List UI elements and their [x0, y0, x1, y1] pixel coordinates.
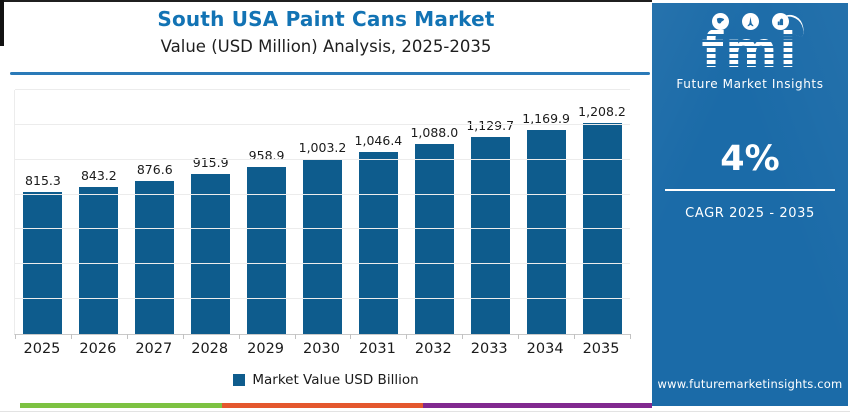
landmark-globe-icon — [771, 13, 789, 30]
bar-slot-2030: 1,003.2 — [295, 90, 351, 334]
bar-value-label: 1,208.2 — [578, 104, 626, 120]
fmi-logo-subtext: Future Market Insights — [676, 77, 824, 91]
footer-color-strip — [20, 403, 652, 408]
year-label-2033: 2033 — [470, 341, 508, 357]
bar-value-label: 1,129.7 — [466, 118, 515, 134]
gridline — [15, 298, 630, 300]
brand-panel: fmi Future Market Insights 4% CAGR 2025 … — [652, 3, 848, 406]
bar-value-label: 958.9 — [248, 147, 285, 163]
bar-slot-2027: 876.6 — [127, 90, 183, 334]
axis-tick — [406, 334, 408, 339]
axis-tick — [238, 334, 240, 339]
panel-divider — [665, 189, 835, 191]
year-label-2032: 2032 — [414, 341, 452, 357]
gridline — [15, 158, 630, 160]
axis-tick — [462, 334, 464, 339]
bar-2033 — [470, 137, 510, 334]
bar-slot-2031: 1,046.4 — [350, 90, 406, 334]
year-label-2029: 2029 — [247, 341, 285, 357]
strip-segment — [20, 403, 222, 408]
bar-value-label: 1,169.9 — [522, 111, 570, 127]
bar-slot-2025: 815.3 — [15, 90, 71, 334]
bar-value-label: 1,088.0 — [410, 125, 459, 141]
fmi-logo: fmi Future Market Insights — [652, 10, 848, 91]
corner-artifact — [0, 0, 4, 46]
bar-slot-2034: 1,169.9 — [518, 90, 574, 334]
bar-slot-2033: 1,129.7 — [462, 90, 518, 334]
chart-title: South USA Paint Cans Market — [157, 7, 495, 31]
plot-area: 815.3 843.2 876.6 915.9 958.9 1,003.2 1,046.4 1… — [14, 89, 631, 339]
bar-2034 — [526, 130, 566, 334]
strip-segment — [222, 403, 423, 408]
bar-value-label: 1,003.2 — [298, 140, 347, 156]
axis-tick — [126, 334, 128, 339]
legend-swatch-icon — [233, 374, 246, 386]
gridline — [15, 228, 630, 230]
year-label-2028: 2028 — [191, 341, 229, 357]
cagr-label: CAGR 2025 - 2035 — [685, 206, 815, 221]
axis-tick — [518, 334, 520, 339]
gridline — [15, 263, 630, 265]
top-edge-line — [0, 0, 652, 2]
chart-legend: Market Value USD Billion — [0, 372, 652, 388]
axis-tick — [182, 334, 184, 339]
year-label-2027: 2027 — [135, 341, 173, 357]
axis-tick — [294, 334, 296, 339]
axis-tick — [70, 334, 72, 339]
chart-card: South USA Paint Cans Market Value (USD M… — [0, 0, 652, 408]
bar-value-label: 815.3 — [25, 172, 61, 188]
gridline — [15, 193, 630, 195]
fmi-logo-icons — [652, 10, 848, 38]
year-label-2031: 2031 — [358, 341, 396, 357]
gridline — [15, 89, 630, 90]
year-label-2030: 2030 — [303, 341, 340, 357]
website-link[interactable]: www.futuremarketinsights.com — [657, 377, 843, 391]
globe-americas-icon — [711, 13, 729, 30]
year-label-2026: 2026 — [79, 341, 117, 357]
bar-2025 — [23, 191, 63, 334]
strip-segment — [423, 403, 652, 408]
axis-tick — [15, 334, 16, 339]
bar-slot-2032: 1,088.0 — [406, 90, 462, 334]
bar-value-label: 1,046.4 — [354, 132, 403, 148]
year-label-2025: 2025 — [23, 341, 61, 357]
axis-tick — [350, 334, 352, 339]
year-label-2034: 2034 — [526, 341, 564, 357]
x-axis-labels: 2025 2026 2027 2028 2029 2030 2031 2032 2033 2034… — [14, 341, 629, 357]
bar-2032 — [414, 144, 454, 334]
bar-2030 — [302, 159, 342, 334]
axis-tick — [630, 334, 631, 339]
bar-value-label: 876.6 — [136, 162, 173, 178]
bar-2028 — [191, 174, 231, 334]
legend-label: Market Value USD Billion — [252, 372, 419, 388]
year-label-2035: 2035 — [582, 341, 620, 357]
cagr-value: 4% — [720, 139, 780, 179]
axis-tick — [574, 334, 576, 339]
fmi-logo-text: fmi — [652, 24, 848, 76]
eiffel-tower-icon — [741, 13, 759, 30]
panel-texture — [652, 3, 848, 406]
bar-2031 — [358, 151, 398, 334]
title-underline — [10, 72, 650, 75]
bar-value-label: 915.9 — [192, 155, 229, 171]
bar-2029 — [247, 166, 287, 334]
bar-2027 — [135, 181, 175, 334]
bar-value-label: 843.2 — [80, 168, 117, 184]
chart-subtitle: Value (USD Million) Analysis, 2025-2035 — [160, 37, 492, 56]
bar-2026 — [79, 187, 119, 334]
gridline — [15, 123, 630, 125]
bar-slot-2026: 843.2 — [71, 90, 127, 334]
